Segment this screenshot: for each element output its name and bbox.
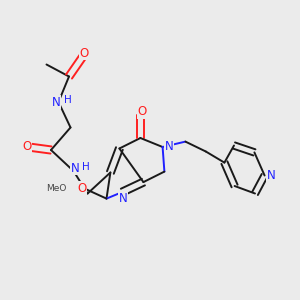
Text: O: O: [77, 182, 86, 195]
Text: N: N: [70, 161, 80, 175]
Text: N: N: [165, 140, 174, 153]
Text: MeO: MeO: [46, 184, 67, 193]
Text: N: N: [118, 191, 127, 205]
Text: O: O: [137, 105, 146, 118]
Text: N: N: [267, 169, 276, 182]
Text: O: O: [22, 140, 32, 154]
Text: H: H: [82, 161, 90, 172]
Text: H: H: [64, 94, 71, 105]
Text: O: O: [80, 47, 88, 60]
Text: N: N: [52, 95, 61, 109]
